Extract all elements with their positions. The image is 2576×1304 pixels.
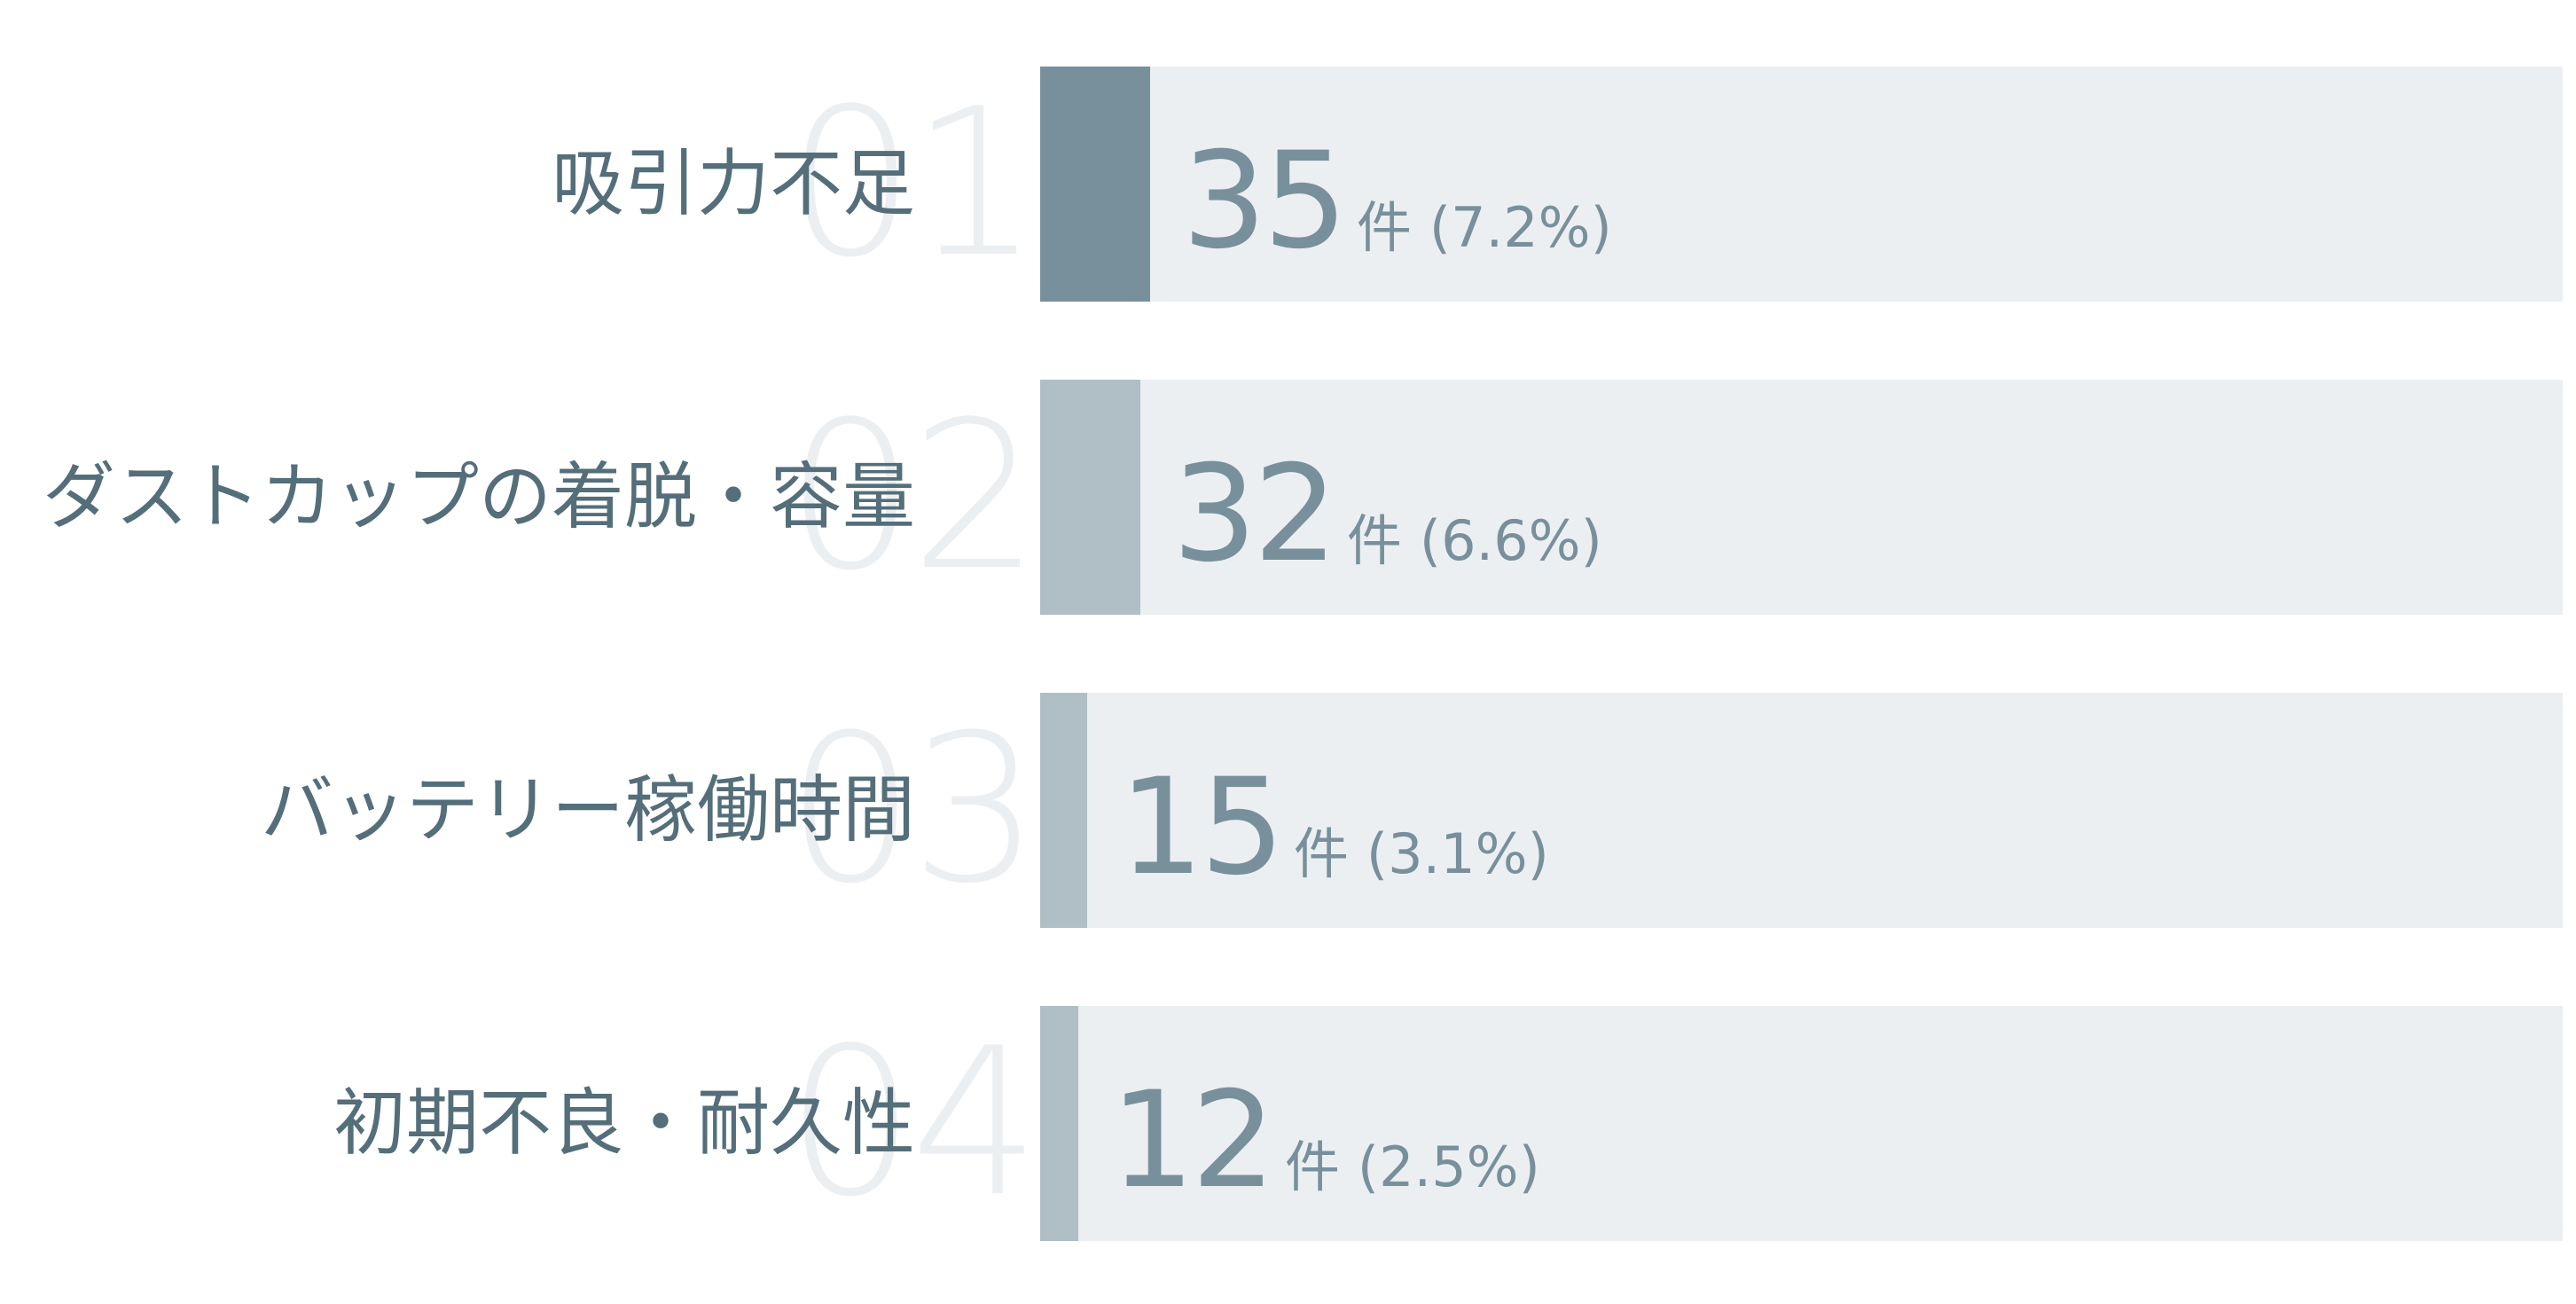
bar-track: 12 件 (2.5%) bbox=[1040, 1006, 2563, 1241]
bar-value-label: 32 件 (6.6%) bbox=[1172, 448, 1602, 581]
category-label: 吸引力不足 bbox=[551, 142, 915, 226]
count-value: 15 bbox=[1119, 750, 1285, 905]
bar-row: 01 吸引力不足 35 件 (7.2%) bbox=[0, 67, 2576, 302]
count-value: 32 bbox=[1172, 437, 1338, 592]
bar-fill bbox=[1040, 693, 1087, 928]
bar-fill bbox=[1040, 380, 1140, 615]
bar-row: 04 初期不良・耐久性 12 件 (2.5%) bbox=[0, 1006, 2576, 1241]
percent-value: (3.1%) bbox=[1366, 821, 1549, 886]
rank-number: 02 bbox=[786, 379, 1040, 616]
bar-track: 32 件 (6.6%) bbox=[1040, 380, 2563, 615]
count-unit: 件 bbox=[1284, 1135, 1340, 1199]
rank-number: 01 bbox=[786, 66, 1040, 302]
bar-track: 15 件 (3.1%) bbox=[1040, 693, 2563, 928]
percent-value: (7.2%) bbox=[1429, 195, 1612, 260]
count-unit: 件 bbox=[1356, 195, 1412, 260]
bar-value-label: 12 件 (2.5%) bbox=[1110, 1074, 1540, 1207]
percent-value: (2.5%) bbox=[1357, 1135, 1540, 1199]
count-unit: 件 bbox=[1293, 821, 1349, 886]
rank-number: 04 bbox=[786, 1005, 1040, 1242]
bar-fill bbox=[1040, 1006, 1078, 1241]
bar-value-label: 35 件 (7.2%) bbox=[1182, 135, 1612, 268]
count-value: 12 bbox=[1110, 1064, 1276, 1218]
bar-fill bbox=[1040, 67, 1150, 302]
bar-value-label: 15 件 (3.1%) bbox=[1119, 761, 1549, 894]
category-label: バッテリー稼働時間 bbox=[260, 768, 915, 852]
category-label: 初期不良・耐久性 bbox=[333, 1081, 915, 1166]
count-value: 35 bbox=[1182, 124, 1348, 279]
count-unit: 件 bbox=[1346, 508, 1402, 573]
percent-value: (6.6%) bbox=[1419, 508, 1602, 573]
bar-track: 35 件 (7.2%) bbox=[1040, 67, 2563, 302]
category-label: ダストカップの着脱・容量 bbox=[42, 455, 915, 539]
rank-number: 03 bbox=[786, 692, 1040, 929]
bar-row: 02 ダストカップの着脱・容量 32 件 (6.6%) bbox=[0, 380, 2576, 615]
bar-row: 03 バッテリー稼働時間 15 件 (3.1%) bbox=[0, 693, 2576, 928]
